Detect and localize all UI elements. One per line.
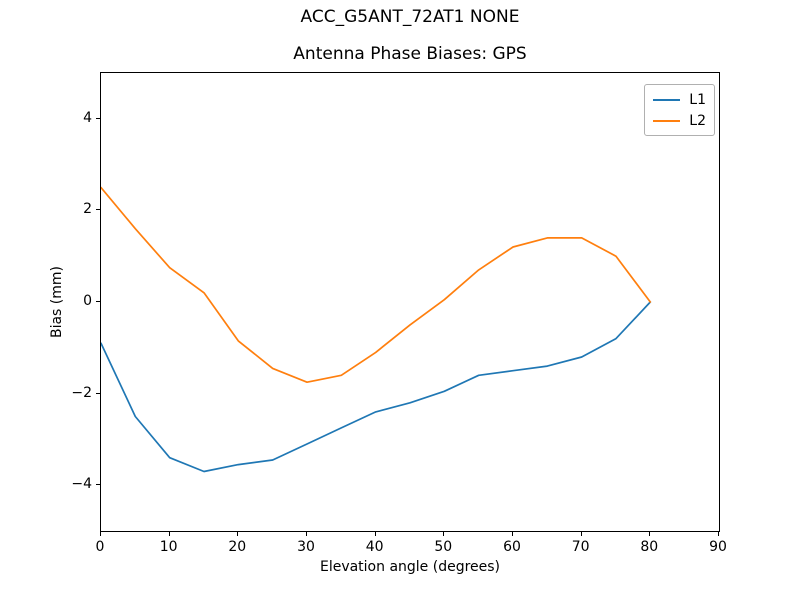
x-tick-mark [512,532,513,536]
legend-line-l2 [653,119,681,122]
x-tick-mark [718,532,719,536]
plot-area: L1 L2 [100,72,720,532]
y-tick-mark [96,484,100,486]
x-tick-label: 40 [365,539,384,555]
legend-line-l1 [653,98,681,101]
series-line-l2 [101,186,652,384]
plot-lines [101,186,652,473]
y-tick-mark [96,301,100,302]
x-tick-label: 80 [640,539,659,555]
x-tick-label: 0 [95,539,105,555]
chart-subtitle: Antenna Phase Biases: GPS [293,44,527,64]
chart-title: ACC_G5ANT_72AT1 NONE [300,7,520,27]
legend-entry-l1: L1 [653,89,706,110]
x-tick-mark [306,532,307,536]
x-tick-mark [649,532,651,536]
y-tick-mark [96,392,100,394]
x-tick-label: 90 [709,539,727,555]
series-line-l1 [101,301,652,473]
x-tick-label: 30 [297,539,315,555]
y-axis-label: Bias (mm) [49,265,65,339]
x-tick-label: 70 [571,539,590,555]
x-tick-mark [443,532,445,536]
x-tick-label: 10 [159,539,178,555]
y-tick-mark [96,117,100,119]
x-tick-mark [580,532,582,536]
y-tick-label: −4 [71,476,92,493]
x-axis-label: Elevation angle (degrees) [319,559,501,575]
legend-label-l1: L1 [689,91,706,108]
y-tick-label: 2 [83,201,92,218]
legend: L1 L2 [644,84,715,136]
legend-entry-l2: L2 [653,110,706,131]
y-tick-mark [96,209,100,211]
y-tick-label: −2 [71,384,92,401]
legend-label-l2: L2 [689,112,706,129]
x-tick-label: 50 [434,539,453,555]
x-tick-mark [100,532,101,536]
x-tick-mark [374,532,376,536]
x-tick-mark [237,532,239,536]
y-tick-label: 0 [83,293,92,309]
x-tick-label: 60 [503,539,521,555]
x-tick-label: 20 [228,539,247,555]
y-tick-label: 4 [83,109,92,126]
x-tick-mark [168,532,170,536]
